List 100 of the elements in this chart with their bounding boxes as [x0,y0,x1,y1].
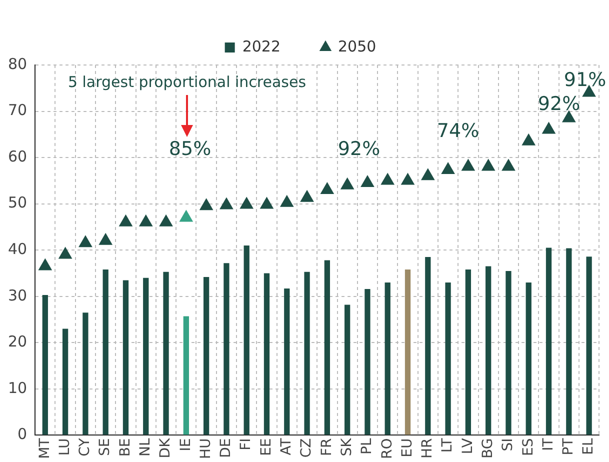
annotation: 92% [538,92,580,115]
y-tick-label: 30 [8,286,28,304]
bar [384,282,390,435]
bar [364,288,370,435]
bar [244,245,250,435]
x-tick-label: HR [420,438,436,458]
bar [62,328,68,435]
bar [304,272,310,435]
bar [526,282,532,435]
point [199,198,214,210]
y-tick-label: 70 [8,101,28,120]
point [360,175,374,188]
x-tick-label: LU [56,438,73,456]
x-tick-label: NL [138,438,154,457]
point [220,197,234,210]
x-tick-label: BG [480,438,496,458]
x-tick-label: ES [520,438,536,456]
point [522,133,536,146]
bar [506,270,512,435]
point [240,196,254,209]
bar [284,288,290,435]
point [58,246,72,259]
x-tick-label: EL [580,438,597,455]
x-tick-label: SI [500,438,516,452]
annotation: 91% [564,68,606,91]
y-tick-label: 80 [8,54,28,73]
bar [203,276,210,435]
x-tick-label: FR [318,438,335,456]
point [260,196,274,209]
point [502,158,516,171]
bar [102,270,108,435]
annotation: 5 largest proportional increases [68,72,306,91]
y-tick-label: 40 [8,240,28,258]
bar [42,295,48,435]
x-tick-label: FI [238,438,254,450]
bar [163,272,169,435]
y-tick-label: 20 [8,332,28,351]
x-tick-label: IE [178,438,194,452]
x-tick-label: PL [359,438,376,454]
annotation: 92% [338,138,380,160]
legend-label: 2022 [242,37,281,56]
bar [546,248,552,435]
point [300,190,314,202]
bar [82,312,88,435]
x-tick-label: BE [117,438,134,457]
annotation: 85% [168,138,212,160]
y-tick-label: 10 [8,378,28,397]
bar [183,316,189,435]
legend-label: 2050 [338,37,376,56]
point [38,258,52,270]
x-tick-label: HU [198,438,214,460]
x-tick-label: EE [258,438,274,456]
point [562,110,576,122]
point [159,214,173,226]
y-tick-label: 60 [8,147,28,166]
bar [586,256,592,435]
point [78,235,92,248]
x-tick-label: LT [440,438,456,453]
bar [445,282,451,435]
point [98,232,113,245]
bar [224,263,230,435]
x-tick-label: PT [560,438,577,456]
x-tick-label: SK [338,437,355,456]
point [380,172,395,185]
bar [122,280,129,435]
point [320,182,334,194]
x-tick-label: MT [36,438,53,459]
y-tick-label: 0 [18,425,28,444]
bar [404,270,411,435]
bar [324,260,330,435]
point [420,168,435,180]
point [118,214,133,226]
x-tick-label: CY [77,438,94,456]
x-tick-label: DE [218,438,234,458]
x-tick-label: IT [540,438,556,451]
point [441,162,455,174]
point [542,122,556,134]
point [400,172,415,185]
point [481,158,496,171]
bar [264,273,270,435]
point [138,214,153,226]
y-tick-label: 50 [8,194,28,212]
x-tick-label: AT [278,438,295,456]
x-tick-label: DK [158,437,174,458]
x-tick-label: RO [379,438,396,459]
bar [486,266,492,435]
point [179,210,194,222]
x-tick-label: CZ [298,438,315,458]
x-tick-label: SE [97,438,114,456]
bar [566,248,572,435]
x-tick-label: LV [460,438,476,454]
point [461,158,476,171]
bar [425,257,431,435]
x-tick-label: EU [399,438,416,458]
point [340,177,354,190]
point [280,194,294,207]
bar [465,270,472,435]
bar [344,304,350,435]
bar [143,278,149,435]
annotation: 74% [436,120,480,142]
